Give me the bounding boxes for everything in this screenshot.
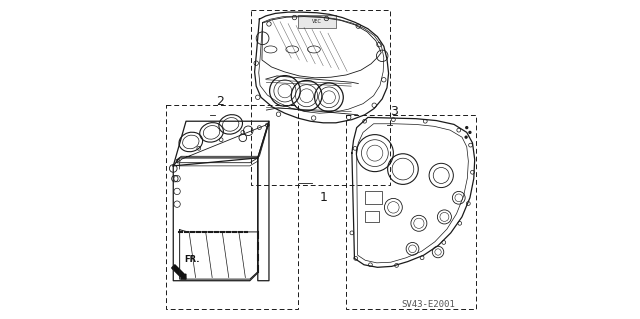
Bar <box>365 191 382 204</box>
Text: SV43-E2001: SV43-E2001 <box>401 300 455 309</box>
Circle shape <box>466 127 468 129</box>
Text: 1: 1 <box>320 191 328 204</box>
Circle shape <box>469 131 471 133</box>
Bar <box>346 115 476 309</box>
Text: 2: 2 <box>216 95 224 108</box>
Circle shape <box>465 136 467 138</box>
Bar <box>365 211 379 222</box>
Bar <box>298 15 336 28</box>
Text: FR.: FR. <box>184 255 200 264</box>
FancyArrow shape <box>172 265 186 279</box>
Text: 3: 3 <box>390 105 398 118</box>
Text: VEC: VEC <box>312 19 322 24</box>
Bar <box>166 105 298 309</box>
Bar <box>252 10 390 185</box>
